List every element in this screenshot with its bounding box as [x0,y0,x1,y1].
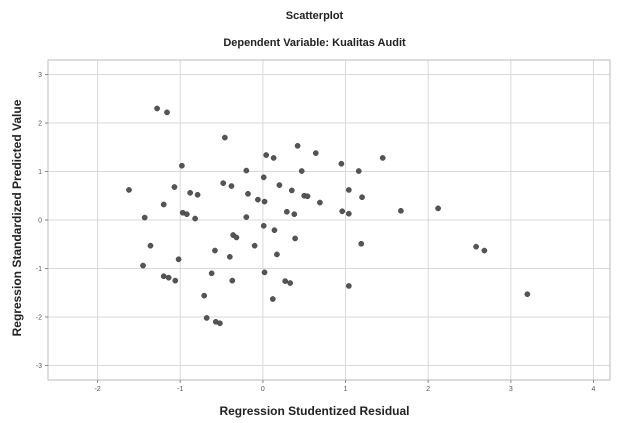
data-point [217,320,223,327]
data-point [147,242,154,249]
data-points [126,105,531,327]
data-point [298,168,305,174]
data-point [291,211,298,218]
data-point [175,256,182,263]
x-tick-label: 3 [509,386,513,393]
y-tick-label: 0 [38,218,42,225]
data-point [271,227,278,234]
data-point [261,269,268,276]
chart-subtitle: Dependent Variable: Kualitas Audit [223,37,406,49]
data-point [270,155,277,161]
data-point [192,215,198,222]
data-point [255,196,261,203]
data-point [187,189,194,196]
data-point [154,105,160,112]
data-point [435,205,441,212]
x-tick-label: 2 [426,386,430,393]
data-point [233,234,240,241]
data-point [304,193,311,200]
y-tick-label: 2 [38,121,42,128]
data-point [473,243,479,250]
data-point [287,280,294,286]
data-point [222,134,228,141]
y-tick-label: -1 [36,266,42,273]
data-point [269,296,276,302]
data-point [194,191,201,198]
data-point [228,183,235,189]
data-point [358,240,365,247]
data-point [220,180,227,187]
data-point [338,160,345,167]
data-point [165,274,172,281]
data-point [171,184,178,190]
data-point [379,155,386,161]
data-point [226,253,233,260]
data-point [160,273,167,280]
data-point [141,214,148,221]
data-point [263,152,270,158]
data-point [243,167,250,174]
data-point [179,162,185,169]
data-point [345,210,352,217]
data-point [288,187,295,194]
data-point [276,182,283,188]
data-point [359,194,365,201]
data-point [260,174,267,181]
data-point [183,211,190,218]
data-point [261,198,268,205]
data-point [140,262,146,269]
data-point [284,208,290,215]
data-point [398,207,404,214]
data-point [317,199,323,206]
data-point [160,201,167,208]
data-point [274,251,280,258]
data-point [229,277,236,284]
chart-title: Scatterplot [285,10,344,22]
grid [48,60,610,380]
y-tick-label: -2 [36,314,42,321]
data-point [201,292,208,299]
data-point [345,187,352,193]
data-point [172,277,179,284]
x-tick-label: -2 [94,386,100,393]
data-point [208,270,215,277]
data-point [312,150,319,156]
ticks: -2 -1 0 1 2 3 4 -3 -2 -1 0 1 2 3 [36,72,596,393]
x-tick-label: 4 [592,386,596,393]
data-point [126,187,132,193]
data-point [524,291,531,298]
y-tick-label: -3 [36,363,42,370]
data-point [294,142,301,149]
y-tick-label: 3 [38,72,42,79]
data-point [245,190,251,197]
data-point [282,278,289,284]
data-point [345,283,352,289]
data-point [481,247,488,254]
x-tick-label: -1 [177,386,183,393]
data-point [243,214,250,220]
x-axis-label: Regression Studentized Residual [219,404,410,418]
y-axis-label: Regression Standardized Predicted Value [10,99,24,337]
data-point [251,242,258,249]
data-point [292,235,298,242]
x-tick-label: 0 [261,386,265,393]
y-tick-label: 1 [38,169,42,176]
data-point [339,208,346,215]
data-point [164,109,170,116]
data-point [212,247,218,254]
x-tick-label: 1 [344,386,348,393]
data-point [260,222,267,229]
data-point [355,168,362,174]
data-point [203,315,210,321]
